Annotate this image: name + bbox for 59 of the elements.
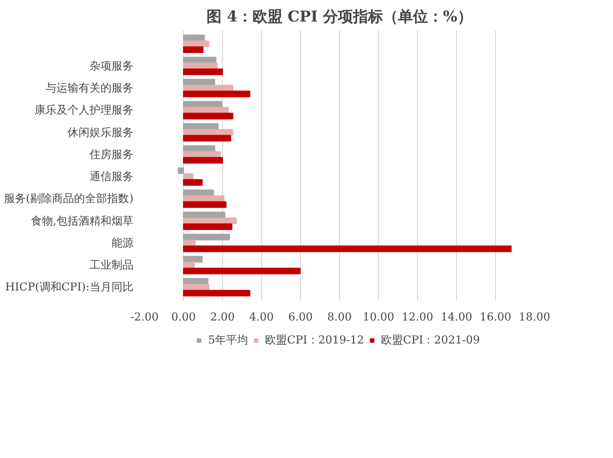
y-tick-label: 能源 bbox=[112, 236, 134, 250]
x-tick-label: 8.00 bbox=[327, 310, 352, 324]
bar bbox=[183, 278, 208, 285]
chart-title: 图 4：欧盟 CPI 分项指标（单位：%） bbox=[206, 8, 472, 26]
bar bbox=[183, 212, 226, 218]
legend-label: 5年平均 bbox=[208, 332, 248, 348]
bar bbox=[183, 256, 203, 262]
x-tick-label: 2.00 bbox=[210, 310, 235, 324]
bar bbox=[183, 284, 210, 291]
bar bbox=[183, 223, 232, 230]
x-tick-label: 10.00 bbox=[362, 310, 394, 324]
x-tick-label: 12.00 bbox=[402, 310, 434, 324]
x-tick-label: 16.00 bbox=[480, 310, 512, 324]
x-tick-label: 6.00 bbox=[288, 310, 313, 324]
y-tick-label: 与运输有关的服务 bbox=[46, 82, 134, 95]
bar bbox=[183, 246, 512, 252]
y-tick-label: 通信服务 bbox=[90, 170, 134, 184]
y-tick-label: 食物,包括酒精和烟草 bbox=[31, 214, 134, 228]
bar bbox=[183, 189, 214, 196]
bar bbox=[183, 106, 229, 114]
bar bbox=[183, 134, 232, 142]
y-tick-label: 住房服务 bbox=[90, 148, 134, 161]
bar bbox=[183, 218, 237, 224]
legend-label: 欧盟CPI：2021-09 bbox=[381, 332, 480, 348]
bar bbox=[183, 84, 234, 92]
y-tick-label: 服务(剔除商品的全部指数) bbox=[4, 192, 134, 206]
y-tick-label: 工业制品 bbox=[90, 258, 134, 272]
bar bbox=[183, 40, 210, 48]
bar bbox=[183, 268, 301, 274]
y-tick-label: 康乐及个人护理服务 bbox=[34, 104, 134, 117]
bar bbox=[183, 179, 203, 186]
x-tick-label: 18.00 bbox=[518, 310, 550, 324]
bar bbox=[183, 62, 218, 70]
bar bbox=[183, 46, 204, 53]
bar bbox=[183, 290, 250, 296]
bar bbox=[183, 129, 234, 136]
bar bbox=[183, 90, 250, 98]
x-tick-label: 4.00 bbox=[249, 310, 274, 324]
bar bbox=[183, 195, 224, 202]
bar bbox=[183, 151, 221, 158]
bar bbox=[183, 201, 227, 208]
bar bbox=[183, 240, 196, 246]
bar bbox=[183, 100, 222, 108]
bar bbox=[183, 145, 216, 152]
y-tick-label: 杂项服务 bbox=[90, 59, 134, 72]
bar bbox=[183, 123, 219, 130]
bar bbox=[183, 112, 234, 120]
bar bbox=[178, 167, 184, 174]
y-tick-label: HICP(调和CPI):当月同比 bbox=[5, 280, 134, 294]
x-tick-label: 14.00 bbox=[440, 310, 472, 324]
bar bbox=[183, 157, 223, 164]
bar bbox=[183, 56, 216, 64]
bar bbox=[183, 234, 230, 240]
bar bbox=[183, 34, 205, 42]
x-tick-label: -2.00 bbox=[130, 310, 159, 324]
bar bbox=[183, 68, 223, 76]
y-tick-label: 休闲娱乐服务 bbox=[68, 126, 134, 139]
x-tick-label: 0.00 bbox=[171, 310, 196, 324]
legend-label: 欧盟CPI：2019-12 bbox=[265, 332, 364, 348]
